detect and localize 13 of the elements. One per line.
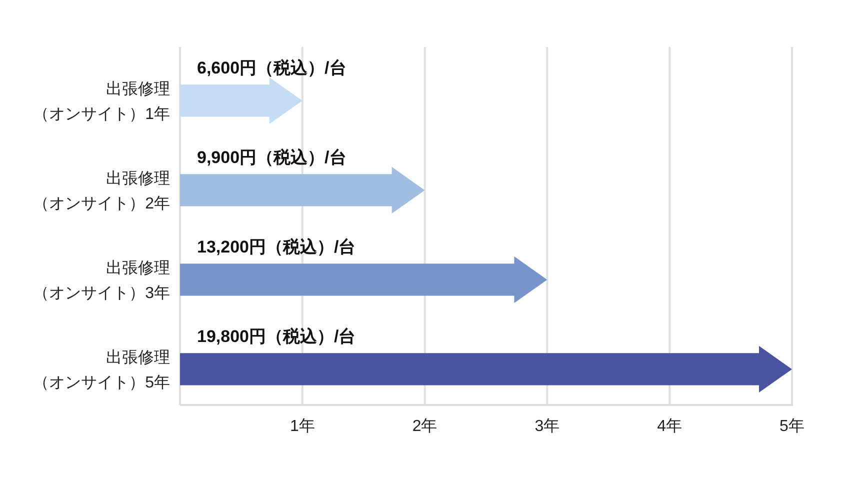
annotation: 13,200円（税込）/台	[197, 238, 356, 257]
x-tick-label: 4年	[657, 418, 682, 435]
annotation: 9,900円（税込）/台	[197, 148, 346, 168]
x-tick-label: 5年	[780, 418, 804, 435]
y-tick-label: 出張修理（オンサイト）5年	[33, 348, 170, 392]
annotation: 6,600円（税込）/台	[197, 58, 346, 78]
x-tick-label: 3年	[534, 418, 560, 435]
y-tick-label: 出張修理（オンサイト）2年	[33, 170, 170, 213]
y-tick-label: 出張修理（オンサイト）1年	[33, 80, 170, 124]
y-tick-label: 出張修理（オンサイト）3年	[33, 259, 170, 302]
annotation: 19,800円（税込）/台	[197, 327, 356, 346]
x-tick-label: 2年	[412, 418, 438, 435]
x-tick-label: 1年	[290, 418, 315, 435]
